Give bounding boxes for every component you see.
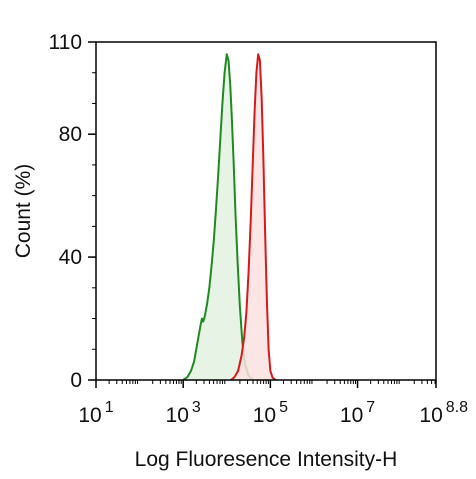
x-axis-label: Log Fluoresence Intensity-H [135,448,398,471]
x-tick-label: 10 3 [166,399,201,427]
series-2-line [230,53,277,381]
y-axis-label: Count (%) [12,164,35,259]
series-layer [182,53,277,381]
tick-label-layer: 0 40 80 110 10 1 10 3 10 5 10 7 10 8.8 [49,31,469,427]
x-tick-label: 10 7 [340,399,375,427]
y-tick-label: 40 [59,246,82,269]
series-2-fill [231,54,276,380]
x-tick-label: 10 1 [78,399,113,427]
x-tick-label: 10 8.8 [419,399,468,427]
series-1-fill [183,54,253,380]
tick-layer [88,41,437,388]
x-tick-label: 10 5 [253,399,288,427]
y-tick-label: 110 [49,31,82,54]
series-1-line [182,53,254,381]
y-tick-label: 0 [70,369,82,392]
y-tick-label: 80 [59,123,82,146]
